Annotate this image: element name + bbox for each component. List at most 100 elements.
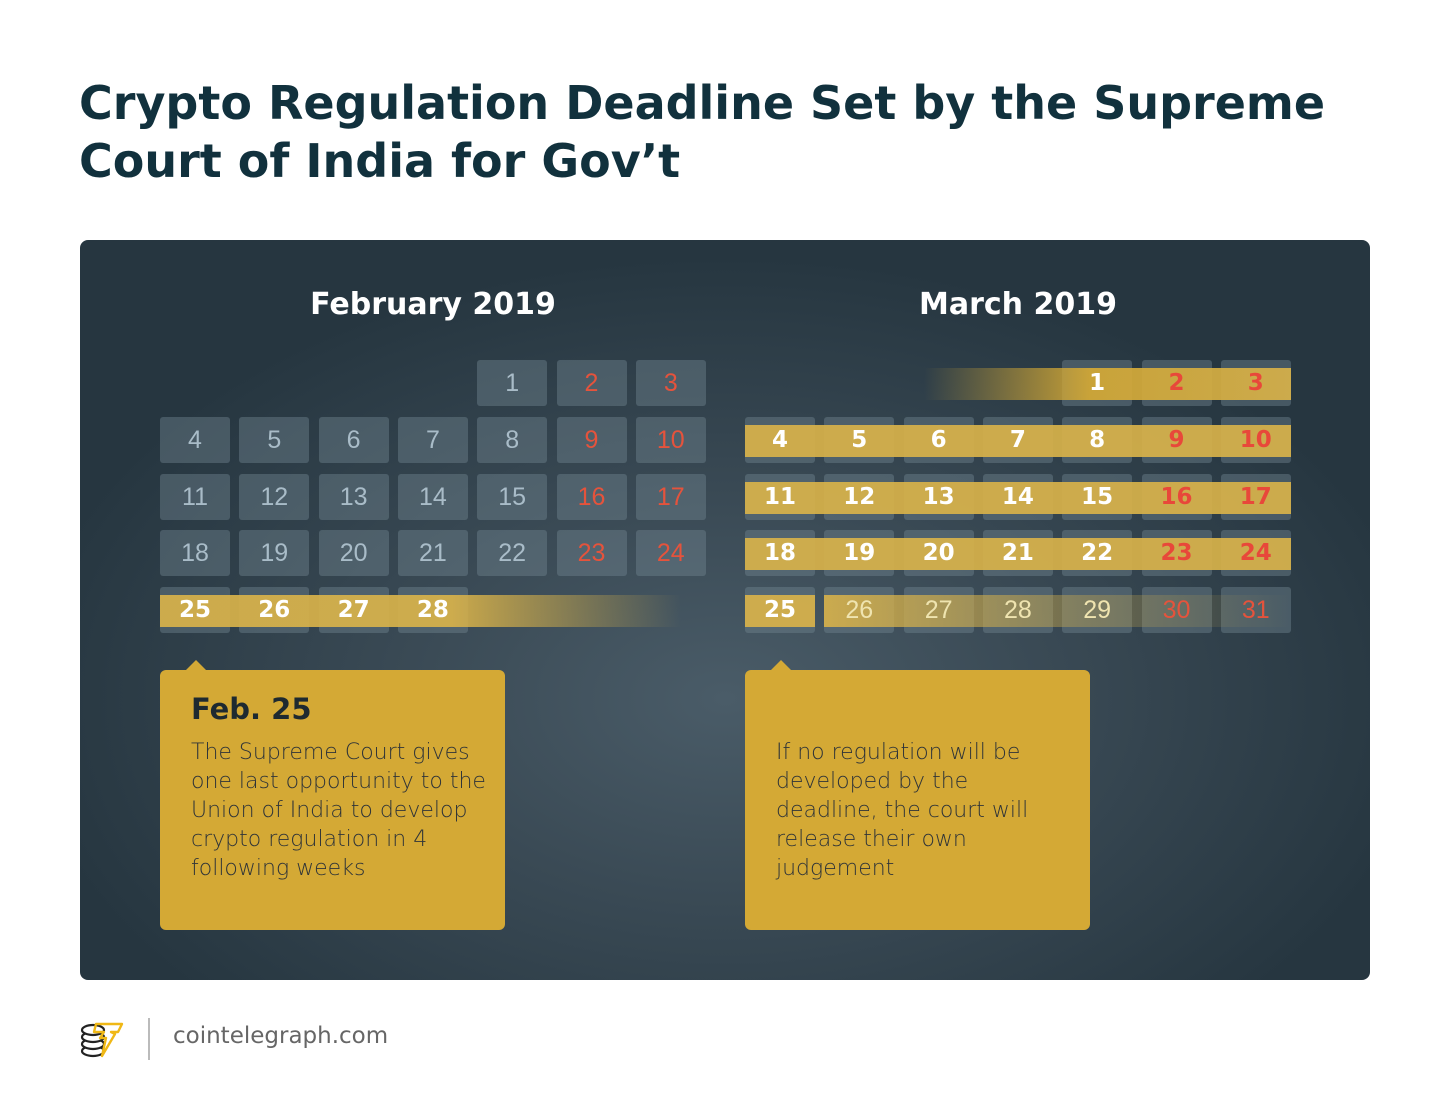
day-number: 22 <box>1081 540 1114 566</box>
day-number: 4 <box>771 427 788 453</box>
callout-feb-25: Feb. 25 The Supreme Court gives one last… <box>160 660 505 930</box>
day-number: 24 <box>1239 540 1272 566</box>
day-number: 2 <box>584 368 599 397</box>
day-number: 12 <box>843 484 876 510</box>
day-number: 23 <box>577 538 606 567</box>
day-number: 19 <box>843 540 876 566</box>
callout-heading: Feb. 25 <box>191 692 312 726</box>
day-cell <box>239 530 310 576</box>
day-cell <box>318 474 389 520</box>
day-number: 18 <box>181 538 209 567</box>
day-number: 7 <box>425 425 440 454</box>
day-number: 21 <box>418 538 447 567</box>
day-number: 26 <box>258 597 291 623</box>
fading-bar <box>824 595 1291 627</box>
day-number: 14 <box>1001 484 1034 510</box>
day-cell <box>556 417 627 463</box>
day-cell <box>318 417 389 463</box>
day-number: 22 <box>498 538 527 567</box>
day-number: 16 <box>1160 484 1193 510</box>
day-number: 9 <box>584 425 599 454</box>
highlight-bar <box>923 368 1291 400</box>
month-title-february: February 2019 <box>310 287 556 322</box>
day-number: 27 <box>337 597 370 623</box>
day-number: 16 <box>577 482 606 511</box>
day-number: 1 <box>1089 370 1106 396</box>
day-cell <box>239 417 310 463</box>
day-cell <box>556 474 627 520</box>
day-number: 11 <box>182 482 208 511</box>
day-number: 15 <box>1081 484 1114 510</box>
day-number: 8 <box>505 425 520 454</box>
day-cell <box>160 474 230 520</box>
day-number: 7 <box>1009 427 1026 453</box>
day-number: 19 <box>260 538 289 567</box>
day-cell <box>239 474 310 520</box>
day-number: 24 <box>656 538 685 567</box>
day-number: 1 <box>505 368 520 397</box>
highlight-bar <box>745 425 1291 457</box>
day-number: 10 <box>1239 427 1272 453</box>
highlight-bar <box>160 595 681 627</box>
day-cell <box>318 530 389 576</box>
footer-divider <box>148 1018 150 1060</box>
day-number: 13 <box>339 482 368 511</box>
day-cell <box>397 474 468 520</box>
day-cell <box>477 474 548 520</box>
day-number: 18 <box>763 540 796 566</box>
day-number: 6 <box>930 427 947 453</box>
day-number: 26 <box>845 595 874 624</box>
day-number: 17 <box>656 482 685 511</box>
day-number: 3 <box>1247 370 1264 396</box>
day-number: 13 <box>922 484 955 510</box>
footer-site: cointelegraph.com <box>173 1023 389 1049</box>
day-cell <box>556 530 627 576</box>
day-number: 2 <box>1168 370 1185 396</box>
day-cell <box>397 417 468 463</box>
day-number: 20 <box>339 538 368 567</box>
highlight-bar <box>745 482 1291 514</box>
day-number: 11 <box>763 484 796 510</box>
day-cell <box>556 360 627 406</box>
day-cell <box>635 530 706 576</box>
day-number: 20 <box>922 540 955 566</box>
day-cell <box>635 360 706 406</box>
day-number: 5 <box>267 425 282 454</box>
day-cell <box>477 530 548 576</box>
month-title-march: March 2019 <box>919 287 1117 322</box>
callout-deadline: If no regulation will be developed by th… <box>745 660 1090 930</box>
day-number: 12 <box>260 482 289 511</box>
day-number: 28 <box>416 597 449 623</box>
day-number: 25 <box>763 597 796 623</box>
day-number: 9 <box>1168 427 1185 453</box>
highlight-bar <box>745 595 815 627</box>
day-cell <box>477 417 548 463</box>
day-cell <box>635 417 706 463</box>
day-cell <box>397 530 468 576</box>
callout-text: If no regulation will be developed by th… <box>776 740 1029 881</box>
highlight-bar <box>745 538 1291 570</box>
day-number: 23 <box>1160 540 1193 566</box>
day-number: 17 <box>1239 484 1272 510</box>
day-cell <box>635 474 706 520</box>
day-cell <box>477 360 548 406</box>
day-number: 6 <box>346 425 361 454</box>
day-number: 10 <box>656 425 685 454</box>
day-number: 15 <box>498 482 527 511</box>
day-cell <box>160 417 230 463</box>
day-number: 27 <box>924 595 953 624</box>
day-number: 21 <box>1001 540 1034 566</box>
day-number: 14 <box>418 482 447 511</box>
day-number: 5 <box>851 427 868 453</box>
day-number: 3 <box>663 368 678 397</box>
day-number: 29 <box>1083 595 1112 624</box>
day-number: 31 <box>1241 595 1270 624</box>
day-number: 8 <box>1089 427 1106 453</box>
callout-text: The Supreme Court gives one last opportu… <box>191 740 486 881</box>
day-number: 4 <box>188 425 202 454</box>
day-number: 28 <box>1003 595 1032 624</box>
day-number: 25 <box>178 597 211 623</box>
day-number: 30 <box>1162 595 1191 624</box>
cointelegraph-logo-icon <box>80 1022 124 1058</box>
day-cell <box>160 530 230 576</box>
